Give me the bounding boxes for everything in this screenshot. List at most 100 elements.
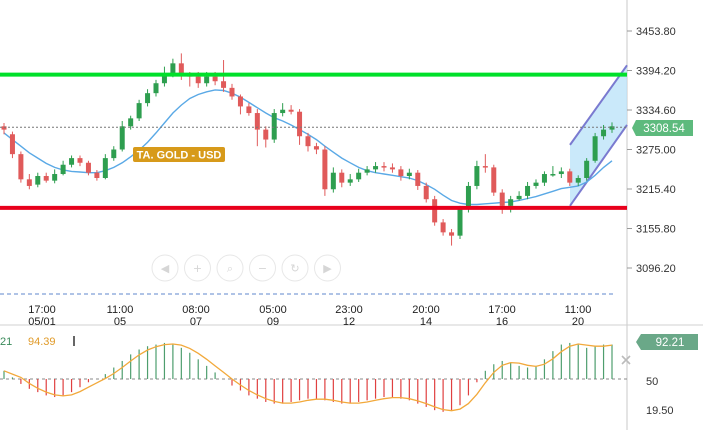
candle [330, 167, 336, 193]
date-tick-label: 20 [572, 316, 584, 328]
candle [229, 83, 235, 100]
candle-body [178, 63, 184, 75]
candle [482, 154, 488, 173]
magnify-icon[interactable]: ⌕ [216, 254, 244, 282]
candle-body [221, 81, 227, 88]
date-tick-label: 16 [496, 316, 508, 328]
osc-value-tag-bg [636, 334, 698, 350]
price-tick-label: 3275.00 [636, 145, 676, 157]
candle-body [237, 96, 243, 107]
candle-body [381, 166, 387, 168]
candle [280, 103, 286, 117]
candle [601, 124, 607, 140]
candle [9, 131, 15, 159]
candle-body [246, 106, 252, 114]
candle-body [550, 174, 556, 176]
candle-body [271, 113, 277, 140]
candle-body [297, 111, 303, 137]
candle-body [77, 158, 83, 163]
candle [297, 109, 303, 145]
candle [516, 191, 522, 201]
candle-body [204, 76, 210, 84]
candle-body [525, 185, 531, 196]
candle [246, 103, 252, 116]
date-tick-label: 09 [267, 316, 279, 328]
candles-layer [1, 53, 615, 246]
candle [43, 172, 49, 183]
instrument-label[interactable]: TA. GOLD - USD [133, 147, 225, 162]
candle [136, 99, 142, 122]
date-tick-label: 05/01 [28, 316, 56, 328]
control-circle [249, 254, 276, 282]
candle-body [541, 174, 547, 183]
candle-body [347, 179, 353, 183]
candle-body [60, 164, 66, 175]
candle-body [102, 158, 108, 178]
arrow-left-icon[interactable]: ◀ [151, 254, 179, 282]
candle [550, 166, 556, 177]
candle [558, 167, 564, 178]
candle-body [35, 176, 41, 185]
candle-body [69, 158, 75, 165]
channel-lower-line [569, 124, 628, 207]
candle-body [415, 172, 421, 186]
price-tick-label: 3096.20 [636, 263, 676, 275]
candle [432, 195, 438, 226]
candle-body [170, 63, 176, 75]
osc-left-value-1: 21 [0, 336, 12, 348]
candle-body [558, 171, 564, 175]
support-resistance-layer[interactable] [0, 72, 627, 210]
control-glyph: + [193, 262, 202, 275]
candle [18, 151, 24, 183]
candle [440, 219, 446, 236]
last-price-tag: 3308.54 [632, 120, 693, 136]
candle-body [440, 222, 446, 233]
candle [77, 155, 83, 167]
candle [415, 170, 421, 190]
candle [237, 94, 243, 115]
candle-body [111, 149, 117, 159]
candle-body [423, 185, 429, 200]
candle [592, 132, 598, 163]
instrument-label-bg [133, 147, 225, 162]
arrow-right-icon[interactable]: ▶ [314, 254, 341, 282]
candle-body [18, 154, 24, 180]
candle-body [94, 172, 100, 178]
candle [1, 122, 7, 135]
candle [398, 166, 404, 181]
candle-body [482, 166, 488, 168]
candle [423, 182, 429, 203]
control-circle [314, 254, 341, 282]
candle [60, 160, 66, 176]
zoom-in-icon[interactable]: + [184, 254, 211, 282]
candle-body [457, 209, 463, 236]
candle-body [330, 172, 336, 190]
close-icon[interactable] [621, 355, 631, 365]
candle [313, 142, 319, 155]
candle-body [465, 185, 471, 210]
candle [339, 169, 345, 188]
candle [128, 115, 134, 130]
candle [26, 174, 32, 190]
candle [457, 205, 463, 239]
candle-body [52, 174, 58, 181]
osc-signal-line [3, 343, 613, 412]
candle [567, 168, 573, 186]
price-tick-label: 3394.20 [636, 66, 676, 78]
reset-icon[interactable]: ↻ [281, 254, 309, 282]
candle-body [609, 126, 615, 130]
zoom-out-icon[interactable]: − [249, 254, 276, 282]
candle [263, 126, 269, 148]
candle [85, 160, 91, 176]
candle [347, 174, 353, 186]
candle-body [26, 179, 32, 186]
candle-body [499, 192, 505, 206]
time-tick-label: 05:00 [259, 304, 287, 316]
candle [111, 146, 117, 161]
candle [322, 146, 328, 196]
candle-body [254, 113, 260, 130]
